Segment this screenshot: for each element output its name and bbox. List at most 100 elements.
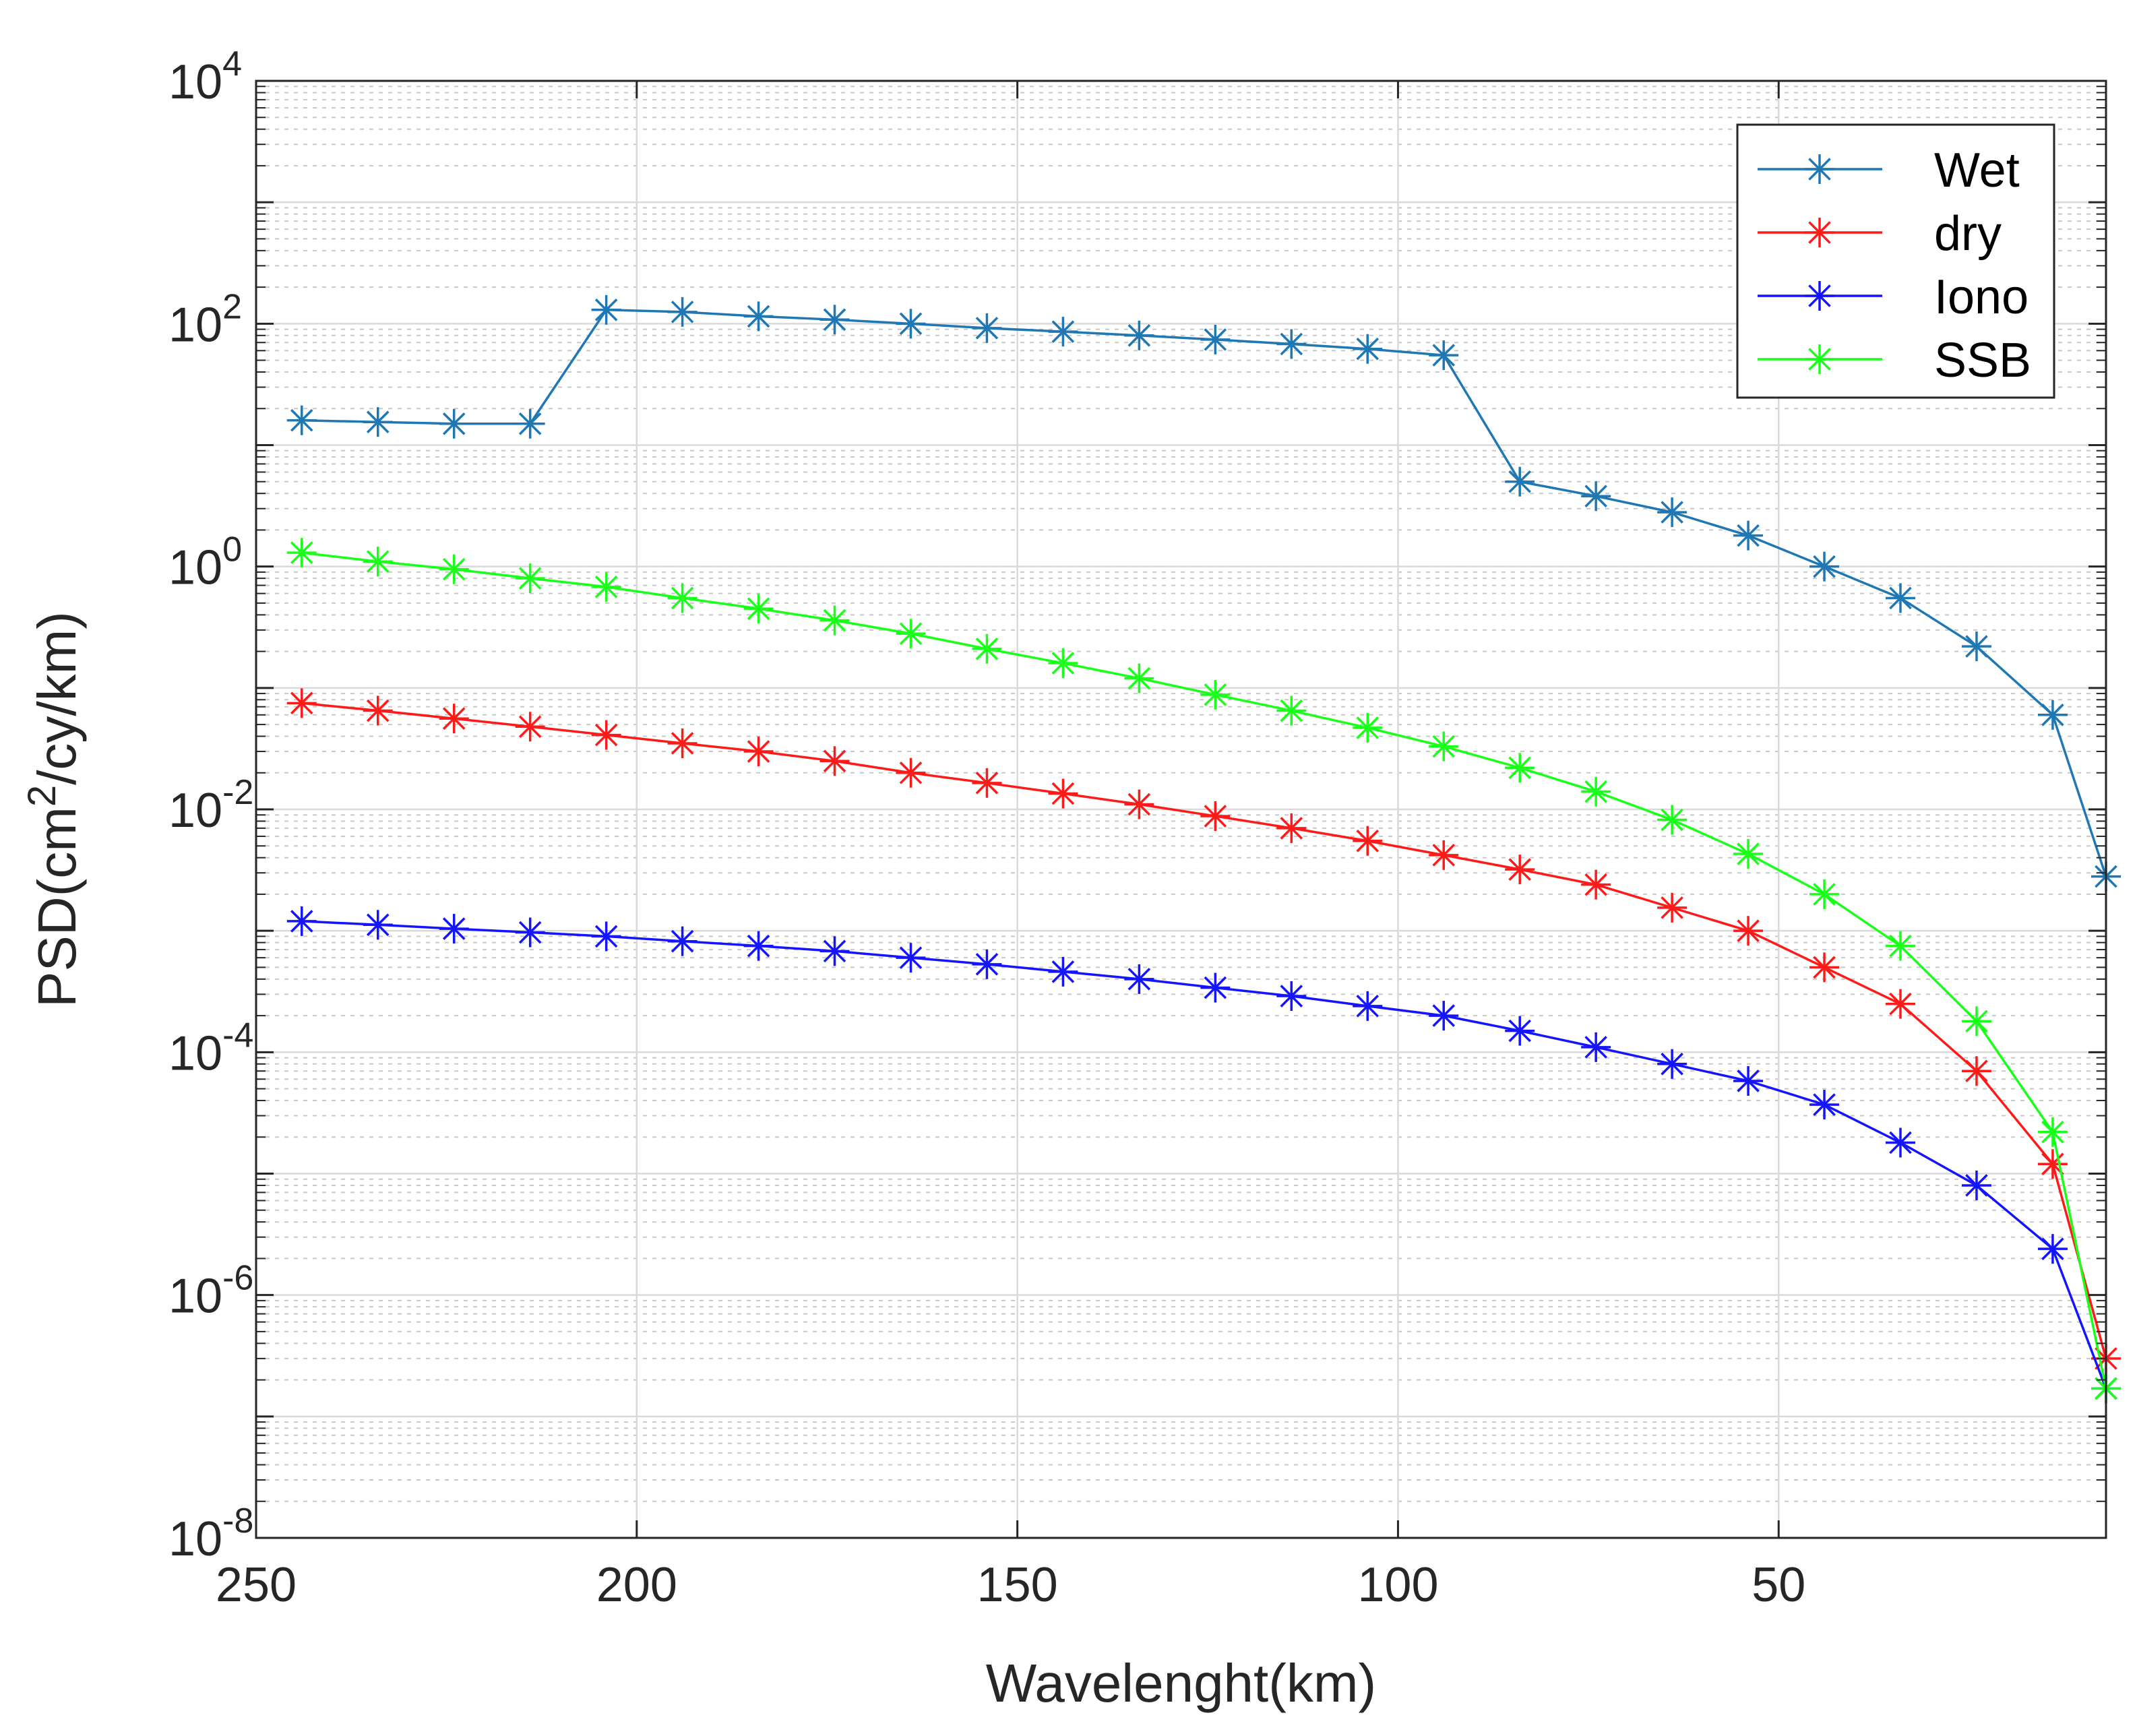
- marker-stroke: [1584, 780, 1607, 803]
- marker-stroke: [747, 597, 770, 620]
- data-point-iono: [1353, 991, 1383, 1021]
- marker-stroke: [1508, 858, 1531, 881]
- legend-label-iono: Iono: [1934, 270, 2028, 324]
- data-point-dry: [1733, 916, 1764, 946]
- y-axis-label-post: /cy/km): [27, 611, 87, 785]
- y-axis-label-sup: 2: [20, 785, 64, 807]
- data-point-ssb: [1505, 753, 1535, 783]
- marker-stroke: [518, 715, 542, 739]
- marker-stroke: [1737, 1070, 1760, 1092]
- data-point-wet: [1733, 520, 1764, 551]
- marker-stroke: [1508, 756, 1531, 780]
- data-point-ssb: [1581, 776, 1611, 807]
- marker-stroke: [2041, 1121, 2064, 1144]
- data-point-wet: [363, 407, 393, 437]
- data-point-wet: [1124, 320, 1154, 350]
- marker-stroke: [671, 929, 694, 953]
- y-tick-base: 10: [168, 541, 222, 595]
- data-point-wet: [972, 313, 1002, 343]
- data-point-wet: [1353, 334, 1383, 364]
- data-point-dry: [1429, 840, 1459, 870]
- data-point-dry: [1961, 1056, 1991, 1086]
- data-point-iono: [1809, 1090, 1840, 1120]
- marker-stroke: [1356, 995, 1380, 1018]
- x-axis-label: Wavelenght(km): [986, 1653, 1376, 1713]
- marker-stroke: [1813, 883, 1836, 906]
- data-point-wet: [2037, 700, 2068, 730]
- data-point-iono: [1733, 1065, 1764, 1096]
- legend: Wet dry Iono SSB: [1736, 123, 2055, 399]
- marker-stroke: [975, 317, 999, 340]
- data-point-wet: [1809, 551, 1840, 582]
- marker-stroke: [442, 557, 466, 581]
- y-tick-exponent: 0: [222, 530, 242, 569]
- marker-stroke: [1432, 1004, 1456, 1027]
- marker-stroke: [2041, 1237, 2064, 1260]
- data-point-ssb: [591, 571, 621, 602]
- marker-stroke: [366, 410, 390, 434]
- marker-stroke: [1737, 524, 1760, 547]
- data-point-wet: [743, 301, 774, 332]
- legend-item-wet: Wet: [1758, 144, 2020, 197]
- y-tick-base: 10: [168, 784, 222, 838]
- marker-stroke: [594, 925, 618, 948]
- data-point-wet: [667, 297, 698, 327]
- marker-stroke: [290, 408, 313, 432]
- series-ssb: [286, 538, 2121, 1404]
- data-point-wet: [1200, 324, 1231, 354]
- y-tick-label: 10-8: [168, 1501, 253, 1566]
- legend-item-iono: Iono: [1758, 270, 2028, 324]
- data-point-ssb: [972, 633, 1002, 664]
- legend-label-ssb: SSB: [1934, 334, 2031, 388]
- y-tick-base: 10: [168, 55, 222, 109]
- data-point-wet: [896, 309, 926, 339]
- y-tick-label: 100: [168, 530, 242, 595]
- legend-label-wet: Wet: [1934, 144, 2020, 197]
- data-point-ssb: [1809, 879, 1840, 909]
- data-point-ssb: [819, 605, 850, 636]
- y-tick-label: 102: [168, 287, 242, 352]
- marker-stroke: [899, 622, 923, 646]
- data-point-ssb: [515, 563, 545, 594]
- data-point-iono: [743, 931, 774, 961]
- marker-stroke: [1808, 348, 1831, 371]
- data-point-iono: [591, 921, 621, 952]
- marker-stroke: [1737, 919, 1760, 942]
- x-tick-labels: 250 200 150 100 50: [216, 1558, 1805, 1612]
- data-point-iono: [1048, 956, 1078, 987]
- marker-stroke: [899, 946, 923, 969]
- marker-stroke: [1661, 808, 1683, 832]
- x-tick-label: 100: [1357, 1558, 1438, 1612]
- data-point-dry: [1124, 789, 1154, 819]
- marker-stroke: [1584, 485, 1607, 508]
- marker-stroke: [1661, 501, 1683, 524]
- data-point-dry: [1657, 892, 1687, 923]
- marker-stroke: [975, 953, 999, 976]
- marker-stroke: [1965, 635, 1988, 658]
- x-tick-label: 200: [596, 1558, 677, 1612]
- data-point-iono: [1961, 1170, 1991, 1200]
- marker-stroke: [1051, 960, 1075, 983]
- marker-stroke: [1965, 1059, 1988, 1083]
- marker-stroke: [1051, 320, 1075, 343]
- marker-stroke: [1889, 586, 1912, 610]
- data-point-iono: [1429, 1001, 1459, 1031]
- marker-stroke: [1127, 968, 1151, 991]
- marker-stroke: [671, 732, 694, 755]
- data-point-ssb: [363, 547, 393, 577]
- data-point-iono: [439, 914, 469, 944]
- y-tick-base: 10: [168, 1026, 222, 1080]
- marker-stroke: [594, 723, 618, 747]
- marker-stroke: [1661, 1052, 1683, 1076]
- data-point-dry: [1048, 778, 1078, 809]
- y-tick-exponent: -2: [222, 773, 253, 812]
- data-point-dry: [515, 712, 545, 742]
- marker-stroke: [1280, 817, 1303, 840]
- marker-stroke: [1127, 793, 1151, 816]
- data-point-dry: [743, 737, 774, 767]
- marker-stroke: [823, 308, 846, 332]
- marker-stroke: [1737, 842, 1760, 865]
- marker-stroke: [366, 699, 390, 722]
- data-point-dry: [819, 746, 850, 776]
